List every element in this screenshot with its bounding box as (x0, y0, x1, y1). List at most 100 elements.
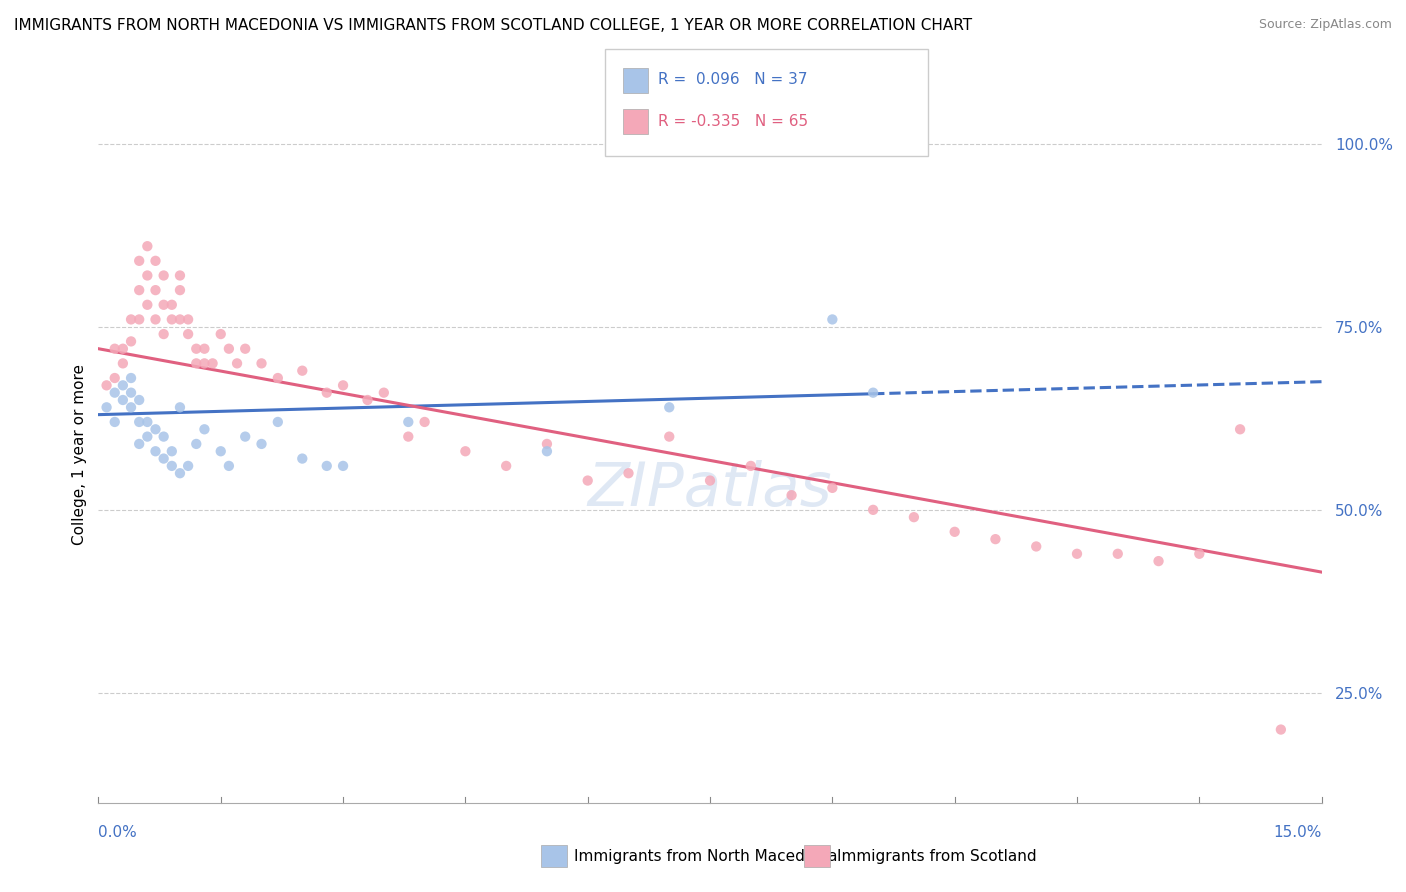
Point (160, 444, 183, 458)
Point (177, 312, 200, 326)
Point (145, 312, 167, 326)
Point (233, 342, 256, 356)
Point (169, 401, 191, 415)
Point (267, 415, 290, 429)
Point (128, 392, 150, 407)
Point (169, 467, 191, 481)
Point (160, 312, 183, 326)
Point (152, 327, 174, 342)
Point (943, 524, 966, 539)
Text: 15.0%: 15.0% (1274, 825, 1322, 840)
Point (1147, 554, 1170, 568)
Point (145, 422, 167, 436)
Point (169, 312, 191, 326)
Point (740, 458, 762, 473)
Text: IMMIGRANTS FROM NORTH MACEDONIA VS IMMIGRANTS FROM SCOTLAND COLLEGE, 1 YEAR OR M: IMMIGRANTS FROM NORTH MACEDONIA VS IMMIG… (14, 18, 972, 33)
Point (396, 415, 419, 429)
Point (136, 268, 159, 283)
Point (454, 444, 477, 458)
Point (209, 444, 232, 458)
Point (373, 385, 395, 400)
Point (396, 429, 419, 443)
Point (821, 312, 844, 326)
Point (218, 458, 240, 473)
Point (267, 371, 290, 385)
Point (120, 334, 142, 349)
Text: ZIPatlas: ZIPatlas (588, 460, 832, 519)
Point (903, 510, 925, 524)
Point (128, 283, 150, 297)
Point (145, 253, 167, 268)
Point (658, 401, 681, 415)
Point (1188, 547, 1211, 561)
Point (1270, 723, 1292, 737)
Point (111, 356, 134, 370)
Point (111, 392, 134, 407)
Point (152, 268, 174, 283)
Point (291, 364, 314, 378)
Point (136, 429, 159, 443)
Point (177, 327, 200, 342)
Point (536, 437, 558, 451)
Point (96, 378, 118, 392)
Point (111, 378, 134, 392)
Point (104, 415, 127, 429)
Point (152, 429, 174, 443)
Text: R = -0.335   N = 65: R = -0.335 N = 65 (658, 114, 808, 128)
Point (1025, 540, 1047, 554)
Point (862, 385, 884, 400)
Point (96, 401, 118, 415)
Point (136, 239, 159, 253)
Point (128, 253, 150, 268)
Point (315, 385, 337, 400)
Point (169, 283, 191, 297)
Point (120, 312, 142, 326)
Point (186, 437, 208, 451)
Point (128, 312, 150, 326)
Text: R =  0.096   N = 37: R = 0.096 N = 37 (658, 72, 807, 87)
Point (120, 385, 142, 400)
Text: Immigrants from Scotland: Immigrants from Scotland (837, 849, 1036, 863)
Point (1107, 547, 1129, 561)
Point (1066, 547, 1088, 561)
Point (186, 356, 208, 370)
Point (128, 437, 150, 451)
Point (617, 467, 640, 481)
Point (332, 378, 354, 392)
Point (145, 283, 167, 297)
Point (145, 444, 167, 458)
Point (104, 385, 127, 400)
Text: 0.0%: 0.0% (98, 825, 138, 840)
Point (356, 392, 378, 407)
Point (495, 458, 517, 473)
Point (536, 444, 558, 458)
Point (193, 342, 215, 356)
Point (120, 371, 142, 385)
Point (413, 415, 436, 429)
Text: Source: ZipAtlas.com: Source: ZipAtlas.com (1258, 18, 1392, 31)
Point (128, 415, 150, 429)
Point (193, 422, 215, 436)
Point (780, 488, 803, 502)
Point (160, 458, 183, 473)
Point (177, 458, 200, 473)
Point (576, 474, 599, 488)
Point (160, 298, 183, 312)
Point (315, 458, 337, 473)
Point (1229, 422, 1251, 436)
Point (658, 429, 681, 443)
Point (862, 503, 884, 517)
Point (136, 298, 159, 312)
Point (111, 342, 134, 356)
Point (186, 342, 208, 356)
Point (104, 342, 127, 356)
Point (193, 356, 215, 370)
Point (291, 451, 314, 466)
Point (152, 451, 174, 466)
Point (233, 429, 256, 443)
Point (332, 458, 354, 473)
Point (984, 532, 1007, 546)
Point (152, 298, 174, 312)
Point (250, 437, 273, 451)
Point (699, 474, 721, 488)
